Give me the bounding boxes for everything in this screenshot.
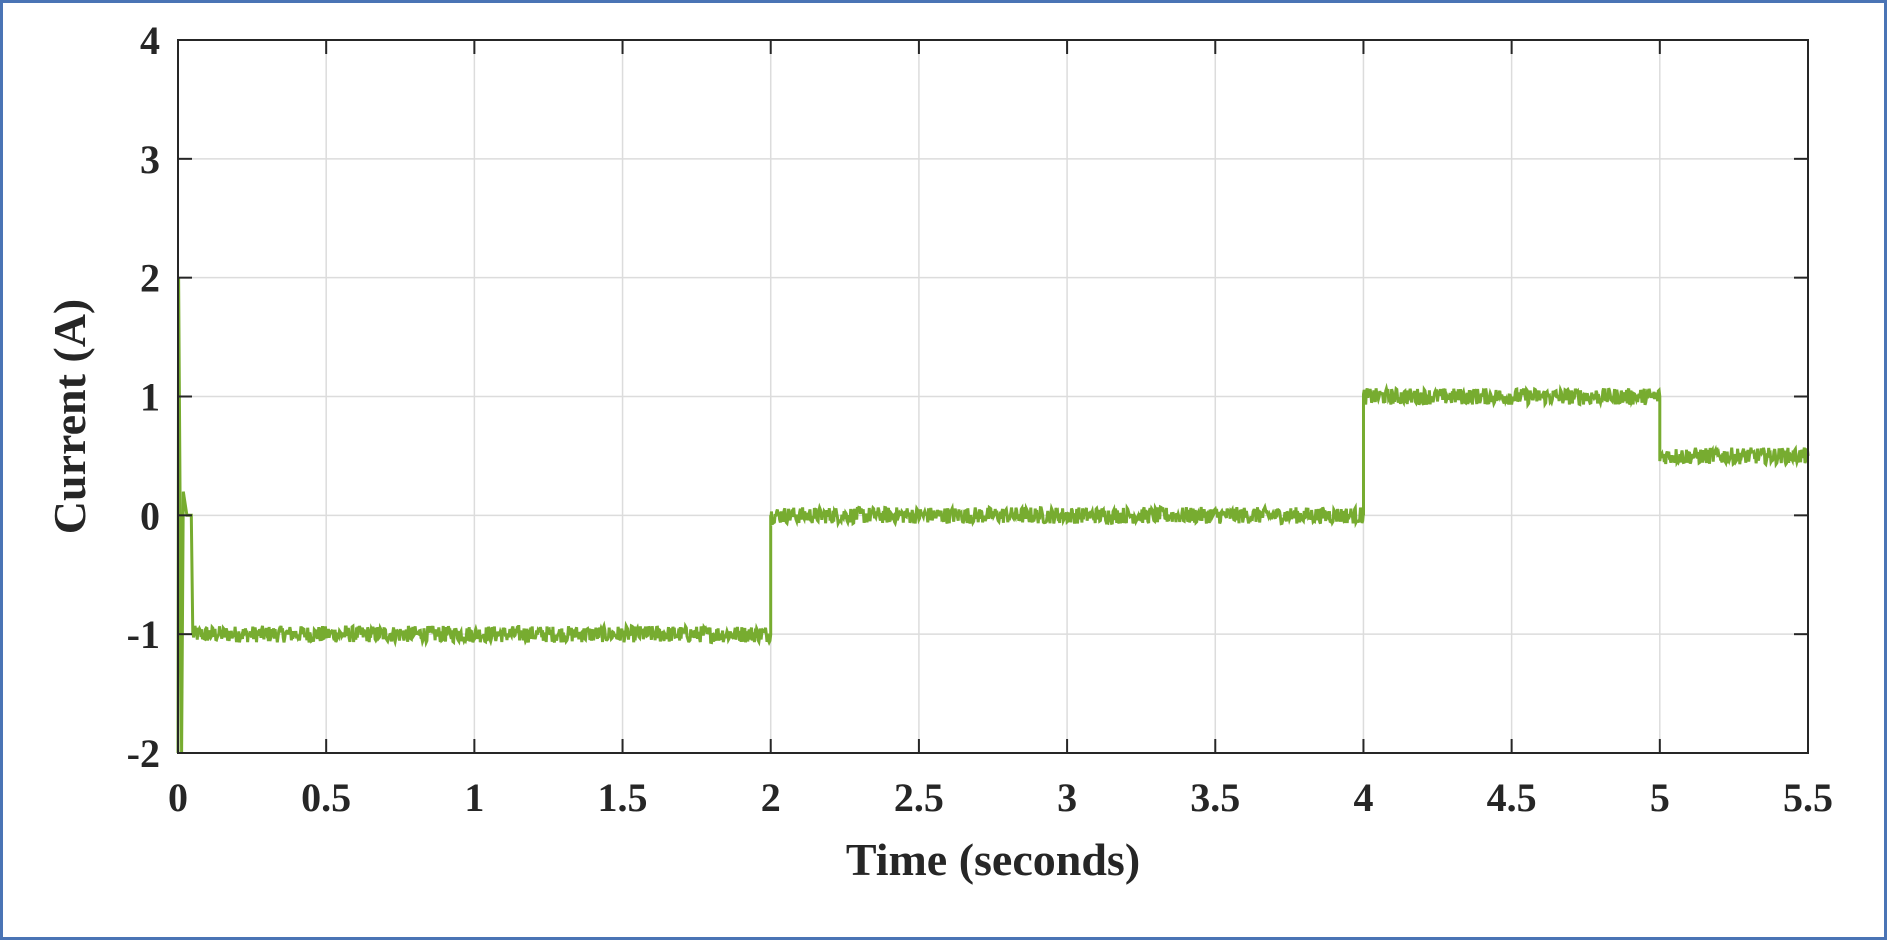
y-tick-label: -2 [127, 731, 160, 776]
y-tick-label: -1 [127, 612, 160, 657]
x-tick-label: 4 [1353, 775, 1373, 820]
x-tick-label: 2.5 [894, 775, 944, 820]
series-layer [176, 277, 1810, 754]
x-tick-label: 5 [1650, 775, 1670, 820]
x-tick-label: 0.5 [301, 775, 351, 820]
current-vs-time-chart: 0 0.5 1 1.5 2 2.5 3 3.5 4 4.5 5 5.5 -2 -1 0 1 2 3 4 Time (… [44, 18, 1833, 885]
y-tick-label: 4 [140, 18, 160, 63]
tick-marks [177, 39, 1809, 754]
current-series-line [176, 277, 1810, 754]
x-tick-label: 1 [464, 775, 484, 820]
x-tick-label: 3 [1057, 775, 1077, 820]
x-tick-label: 2 [761, 775, 781, 820]
y-tick-label: 2 [140, 256, 160, 301]
y-axis-title: Current (A) [44, 299, 95, 534]
x-tick-label: 0 [168, 775, 188, 820]
y-tick-label: 0 [140, 493, 160, 538]
x-tick-label: 1.5 [598, 775, 648, 820]
x-tick-label: 3.5 [1190, 775, 1240, 820]
x-tick-label: 4.5 [1487, 775, 1537, 820]
x-axis-title: Time (seconds) [846, 834, 1140, 885]
y-tick-label: 3 [140, 137, 160, 182]
tick-labels: 0 0.5 1 1.5 2 2.5 3 3.5 4 4.5 5 5.5 -2 -1 0 1 2 3 4 [127, 18, 1833, 820]
x-tick-label: 5.5 [1783, 775, 1833, 820]
y-tick-label: 1 [140, 375, 160, 420]
